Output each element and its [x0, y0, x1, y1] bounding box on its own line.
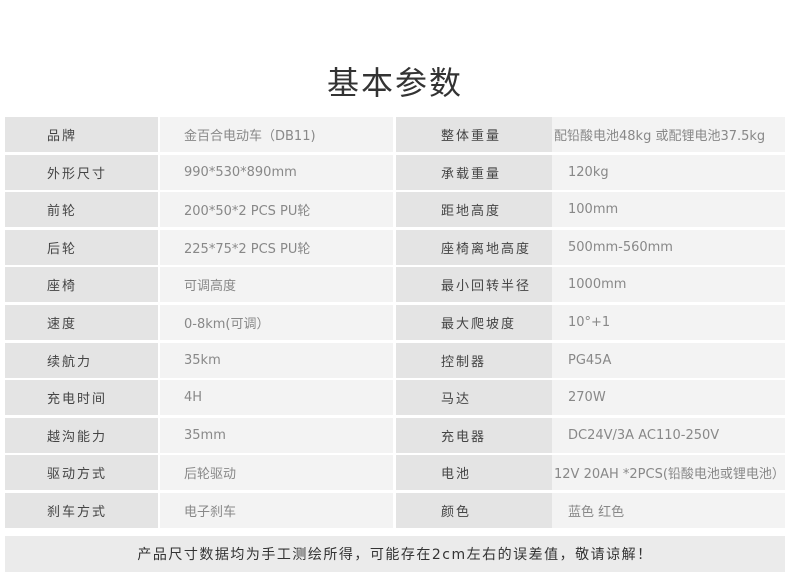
page-title: 基本参数	[326, 64, 463, 102]
spec-value: 可调高度	[160, 267, 393, 303]
spec-value: 4H	[160, 380, 393, 416]
spec-label: 最大爬坡度	[396, 304, 552, 340]
spec-value: 270W	[552, 380, 785, 416]
spec-value: 35mm	[160, 417, 393, 453]
spec-table: 品牌 金百合电动车（DB11) 整体重量 配铅酸电池48kg 或配锂电池37.5kg 外…	[5, 117, 785, 531]
table-row: 品牌 金百合电动车（DB11) 整体重量 配铅酸电池48kg 或配锂电池37.5kg	[5, 117, 785, 152]
spec-label: 座椅	[5, 267, 158, 303]
table-row: 前轮 200*50*2 PCS PU轮 距地高度 100mm	[5, 192, 785, 228]
spec-label: 颜色	[396, 492, 552, 528]
spec-label: 速度	[5, 304, 158, 340]
spec-value: PG45A	[552, 342, 785, 378]
spec-label: 品牌	[5, 117, 158, 152]
spec-value: 100mm	[552, 192, 785, 228]
spec-value: 200*50*2 PCS PU轮	[160, 192, 393, 228]
footer-note: 产品尺寸数据均为手工测绘所得，可能存在2cm左右的误差值，敬请谅解！	[5, 536, 785, 572]
spec-label: 座椅离地高度	[396, 229, 552, 265]
spec-value: 0-8km(可调）	[160, 304, 393, 340]
spec-label: 越沟能力	[5, 417, 158, 453]
spec-value: 225*75*2 PCS PU轮	[160, 229, 393, 265]
table-row: 外形尺寸 990*530*890mm 承载重量 120kg	[5, 154, 785, 190]
spec-value: 后轮驱动	[160, 455, 393, 491]
spec-label: 马达	[396, 380, 552, 416]
spec-label: 充电器	[396, 417, 552, 453]
table-row: 座椅 可调高度 最小回转半径 1000mm	[5, 267, 785, 303]
table-row: 充电时间 4H 马达 270W	[5, 380, 785, 416]
table-row: 驱动方式 后轮驱动 电池 12V 20AH *2PCS(铅酸电池或锂电池）	[5, 455, 785, 491]
spec-value: 35km	[160, 342, 393, 378]
spec-value: 1000mm	[552, 267, 785, 303]
spec-label: 外形尺寸	[5, 154, 158, 190]
spec-label: 前轮	[5, 192, 158, 228]
spec-label: 刹车方式	[5, 492, 158, 528]
spec-value: DC24V/3A AC110-250V	[552, 417, 785, 453]
spec-label: 控制器	[396, 342, 552, 378]
spec-label: 充电时间	[5, 380, 158, 416]
spec-value: 120kg	[552, 154, 785, 190]
spec-label: 续航力	[5, 342, 158, 378]
spec-label: 电池	[396, 455, 552, 491]
spec-label: 驱动方式	[5, 455, 158, 491]
spec-label: 承载重量	[396, 154, 552, 190]
spec-value: 12V 20AH *2PCS(铅酸电池或锂电池）	[552, 455, 785, 491]
table-row: 刹车方式 电子刹车 颜色 蓝色 红色	[5, 492, 785, 528]
spec-value: 10°+1	[552, 304, 785, 340]
spec-label: 最小回转半径	[396, 267, 552, 303]
spec-value: 配铅酸电池48kg 或配锂电池37.5kg	[552, 117, 785, 152]
spec-label: 后轮	[5, 229, 158, 265]
spec-value: 金百合电动车（DB11)	[160, 117, 393, 152]
spec-label: 整体重量	[396, 117, 552, 152]
spec-value: 990*530*890mm	[160, 154, 393, 190]
table-row: 速度 0-8km(可调） 最大爬坡度 10°+1	[5, 304, 785, 340]
table-row: 后轮 225*75*2 PCS PU轮 座椅离地高度 500mm-560mm	[5, 229, 785, 265]
spec-value: 蓝色 红色	[552, 492, 785, 528]
spec-label: 距地高度	[396, 192, 552, 228]
spec-value: 电子刹车	[160, 492, 393, 528]
table-row: 续航力 35km 控制器 PG45A	[5, 342, 785, 378]
spec-value: 500mm-560mm	[552, 229, 785, 265]
table-row: 越沟能力 35mm 充电器 DC24V/3A AC110-250V	[5, 417, 785, 453]
